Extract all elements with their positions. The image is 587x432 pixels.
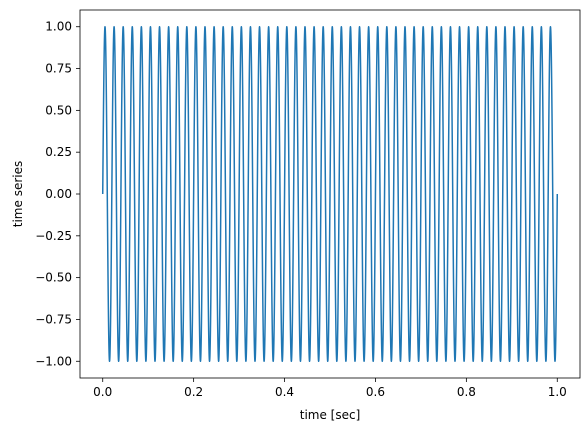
x-tick-label: 0.4 <box>275 385 294 399</box>
y-tick-label: 0.25 <box>45 145 72 159</box>
x-axis-label: time [sec] <box>300 408 361 422</box>
x-tick-label: 0.8 <box>457 385 476 399</box>
y-tick-label: −0.75 <box>35 312 72 326</box>
y-tick-label: 0.75 <box>45 62 72 76</box>
y-tick-label: 1.00 <box>45 20 72 34</box>
x-axis-ticks: 0.0 0.2 0.4 0.6 0.8 1.0 <box>93 378 567 399</box>
y-axis-ticks: −1.00 −0.75 −0.50 −0.25 0.00 0.25 0.50 0.75 1.00 <box>35 20 80 368</box>
y-axis-label: time series <box>11 161 25 227</box>
y-tick-label: −0.25 <box>35 229 72 243</box>
series-layer <box>101 25 559 363</box>
y-tick-label: −0.50 <box>35 271 72 285</box>
y-tick-label: −1.00 <box>35 354 72 368</box>
y-tick-label: 0.00 <box>45 187 72 201</box>
x-tick-label: 0.6 <box>366 385 385 399</box>
x-tick-label: 1.0 <box>548 385 567 399</box>
x-tick-label: 0.0 <box>93 385 112 399</box>
x-tick-label: 0.2 <box>184 385 203 399</box>
y-tick-label: 0.50 <box>45 103 72 117</box>
series-line-0 <box>101 25 559 363</box>
